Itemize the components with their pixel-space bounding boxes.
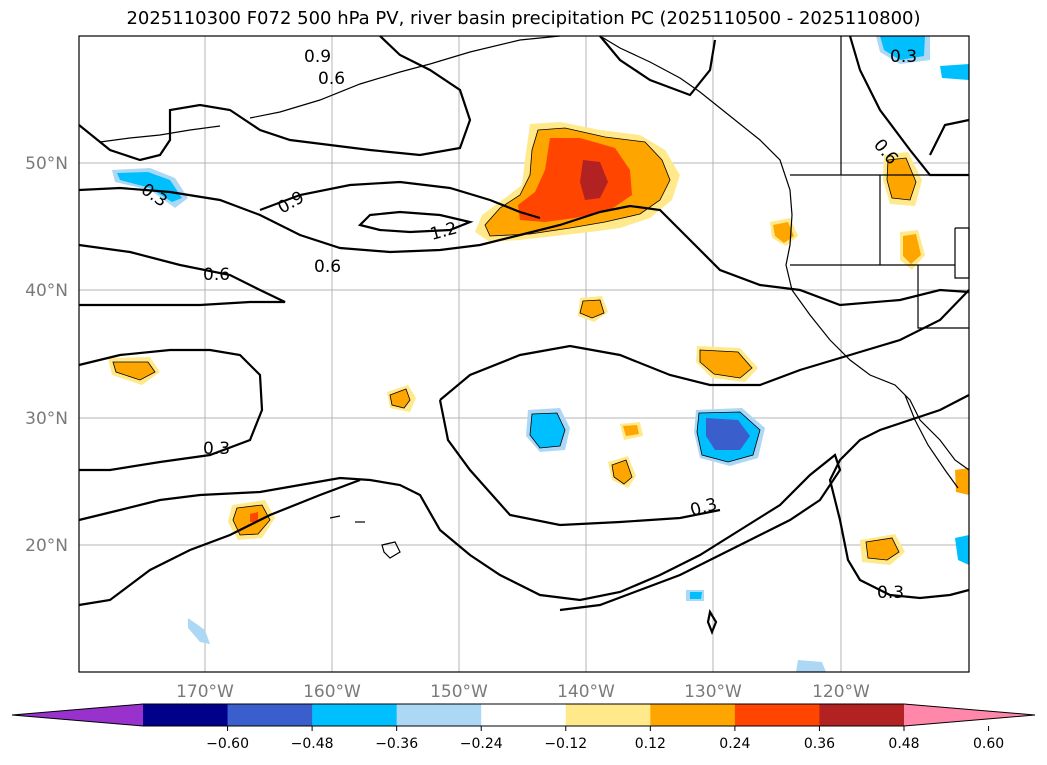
pv-contour-03-right (828, 394, 970, 600)
pv-contour-06-long (78, 186, 970, 307)
map-frame (78, 35, 970, 673)
pv-contour-09 (259, 180, 541, 220)
lat-label-50n: 50°N (25, 154, 68, 174)
pv-contour-03-lower (78, 453, 842, 612)
lon-label-130w: 130°W (684, 682, 742, 702)
lat-label-30n: 30°N (25, 409, 68, 429)
colorbar-segment (734, 704, 820, 726)
colorbar-tick-label: −0.36 (375, 736, 418, 752)
pv-contour-06-left (78, 243, 286, 307)
pv-contour-06-right (848, 35, 969, 177)
lat-label-40n: 40°N (25, 281, 68, 301)
pv-contour-12 (357, 210, 474, 234)
colorbar-extend-high (904, 704, 1035, 726)
precip-outlines (112, 127, 917, 561)
colorbar-segment (312, 704, 398, 726)
colorbar-segment (819, 704, 905, 726)
coastlines (99, 35, 970, 634)
pv-contour-03-center (439, 289, 970, 401)
colorbar-tick-label: 0.36 (804, 736, 835, 752)
precip-darkred-ne-pacific (580, 160, 608, 200)
lon-label-150w: 150°W (430, 682, 488, 702)
colorbar-segment (565, 704, 651, 726)
lon-label-120w: 120°W (812, 682, 870, 702)
coast-alaska-peninsula (249, 35, 561, 119)
colorbar-tick-label: 0.60 (973, 736, 1004, 752)
contour-label-06-mid: 0.6 (314, 257, 341, 277)
contour-label-03-left: 0.3 (203, 439, 230, 459)
colorbar-segment (481, 704, 567, 726)
colorbar: −0.60 −0.48 −0.36 −0.24 −0.12 0.12 0.24 0.36 0.4… (11, 703, 1036, 752)
colorbar-segment (227, 704, 313, 726)
contour-label-09-top: 0.9 (304, 47, 331, 67)
lon-label-170w: 170°W (176, 682, 234, 702)
contour-label-06-top: 0.6 (318, 69, 345, 89)
lat-label-20n: 20°N (25, 536, 68, 556)
coast-baja (904, 394, 959, 489)
pv-contour-upper-left (78, 35, 472, 162)
colorbar-segment (396, 704, 482, 726)
gridlines (79, 36, 969, 672)
precip-red-ne-pacific (518, 138, 632, 222)
colorbar-tick-label: −0.60 (206, 736, 249, 752)
contour-label-06-left: 0.6 (203, 265, 230, 285)
pv-contours (78, 35, 970, 635)
pv-contour-top-center (599, 35, 717, 97)
colorbar-segment (650, 704, 736, 726)
colorbar-tick-label: −0.48 (291, 736, 334, 752)
lon-label-140w: 140°W (557, 682, 615, 702)
colorbar-tick-label: −0.24 (460, 736, 503, 752)
contour-label-03-right: 0.3 (877, 583, 904, 603)
colorbar-tick-label: 0.48 (888, 736, 919, 752)
colorbar-tick-label: −0.12 (544, 736, 587, 752)
colorbar-outline (11, 703, 1036, 727)
colorbar-tick-label: 0.24 (719, 736, 750, 752)
colorbar-tick-label: 0.12 (635, 736, 666, 752)
lon-labels: 170°W 160°W 150°W 140°W 130°W 120°W (176, 682, 870, 702)
colorbar-segment (143, 704, 229, 726)
hawaii-island (381, 541, 401, 559)
coast-aleutians (99, 125, 221, 143)
precip-shading (108, 36, 969, 672)
lon-label-160w: 160°W (303, 682, 361, 702)
map-title: 2025110300 F072 500 hPa PV, river basin … (126, 8, 921, 29)
lat-labels: 50°N 40°N 30°N 20°N (25, 154, 68, 556)
coast-north-america (599, 35, 970, 471)
colorbar-extend-low (12, 704, 143, 726)
pv-contour-03-left (78, 348, 264, 472)
contour-label-neg-03-top-right: 0.3 (890, 47, 917, 67)
